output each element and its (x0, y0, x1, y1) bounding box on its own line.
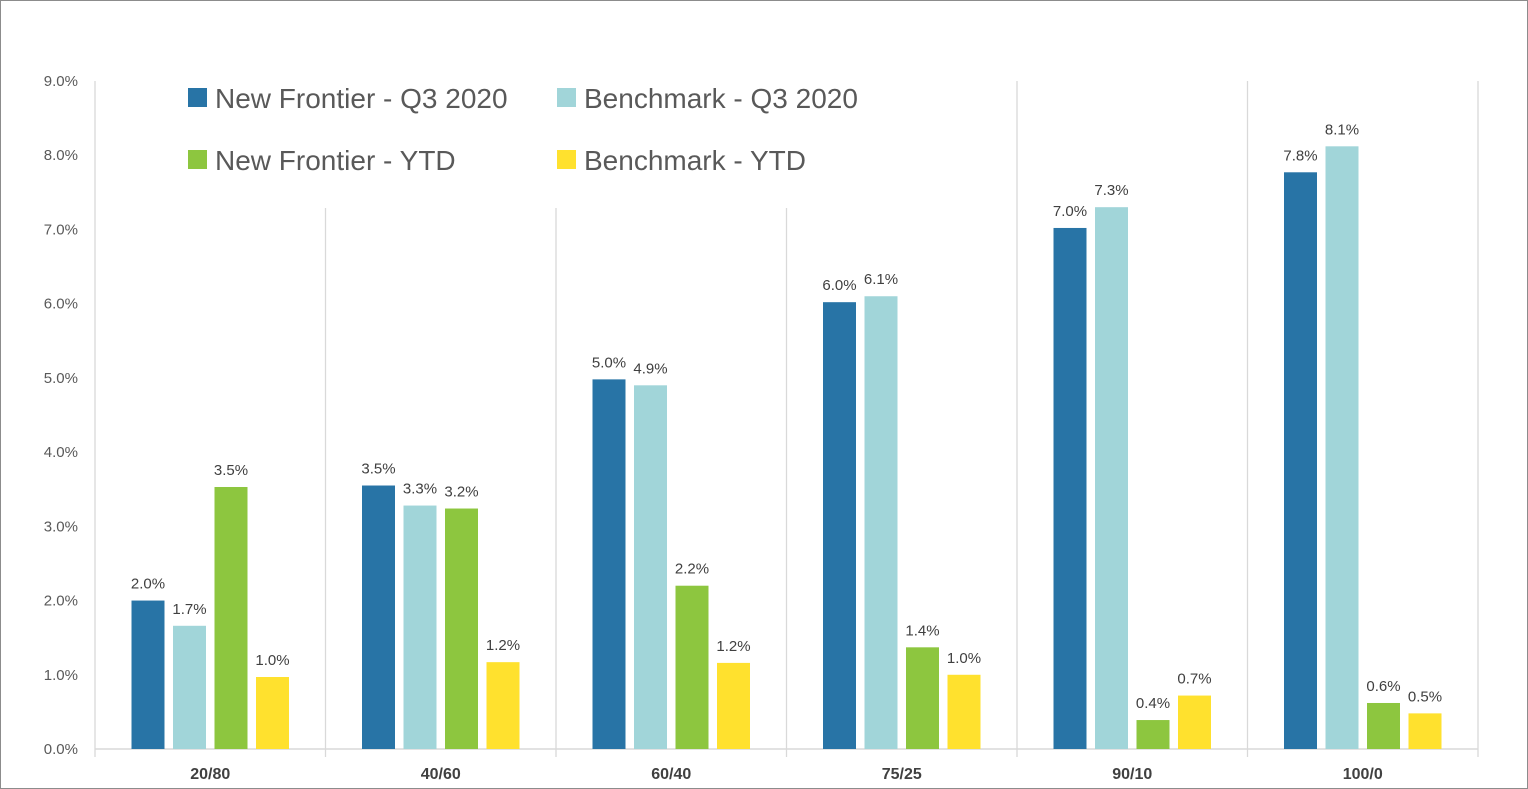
data-label: 2.0% (131, 576, 165, 593)
bar (675, 585, 709, 749)
x-tick-label: 75/25 (882, 766, 922, 783)
bar (1284, 172, 1317, 749)
bar (1136, 720, 1170, 749)
category-separators (94, 81, 1479, 757)
bar (403, 505, 437, 749)
bar (173, 625, 206, 749)
legend-label: New Frontier - YTD (215, 145, 456, 176)
data-label: 8.1% (1325, 121, 1359, 138)
bar (1053, 227, 1087, 749)
data-label: 0.6% (1366, 678, 1400, 695)
data-label: 7.0% (1053, 203, 1087, 220)
x-tick-label: 100/0 (1343, 766, 1383, 783)
y-tick-label: 4.0% (44, 444, 78, 461)
data-label: 0.5% (1408, 688, 1442, 705)
data-label: 6.0% (822, 277, 856, 294)
bar (445, 508, 478, 749)
x-tick-label: 40/60 (421, 766, 461, 783)
legend-swatch (557, 88, 576, 107)
y-tick-label: 5.0% (44, 370, 78, 387)
y-tick-label: 7.0% (44, 221, 78, 238)
data-label: 3.5% (361, 461, 395, 478)
bar (906, 647, 939, 749)
legend-swatch (188, 150, 207, 169)
x-tick-label: 20/80 (190, 766, 230, 783)
y-tick-label: 8.0% (44, 147, 78, 164)
bar (864, 296, 898, 749)
y-tick-label: 0.0% (44, 741, 78, 758)
legend-swatch (557, 150, 576, 169)
data-label: 1.0% (255, 652, 289, 669)
data-label: 2.2% (675, 561, 709, 578)
bar (256, 677, 289, 749)
data-label: 6.1% (864, 271, 898, 288)
data-label: 3.5% (214, 462, 248, 479)
bar (214, 486, 248, 749)
bar (1367, 702, 1400, 749)
bar (823, 302, 856, 749)
bar (1095, 207, 1128, 749)
bar (1325, 146, 1359, 749)
data-label: 3.2% (444, 484, 478, 501)
data-label: 1.0% (947, 650, 981, 667)
x-axis: 20/80 40/60 60/40 75/25 90/10 100/0 (95, 748, 1478, 783)
data-label: 7.3% (1094, 182, 1128, 199)
bar (131, 600, 165, 749)
legend: New Frontier - Q3 2020 Benchmark - Q3 202… (188, 83, 858, 176)
x-tick-label: 60/40 (651, 766, 691, 783)
data-label: 1.7% (172, 601, 206, 618)
data-label: 7.8% (1283, 147, 1317, 164)
data-label: 1.2% (486, 637, 520, 654)
bar (634, 385, 667, 749)
bar (362, 485, 395, 749)
bar (1408, 713, 1442, 749)
data-label: 0.7% (1177, 671, 1211, 688)
data-label: 1.4% (905, 622, 939, 639)
legend-label: Benchmark - YTD (584, 145, 806, 176)
data-label: 5.0% (592, 354, 626, 371)
bar (592, 379, 626, 749)
bars (131, 146, 1442, 749)
data-label: 4.9% (633, 360, 667, 377)
x-tick-label: 90/10 (1112, 766, 1152, 783)
legend-label: New Frontier - Q3 2020 (215, 83, 508, 114)
data-labels: 2.0% 1.7% 3.5% 1.0% 3.5% 3.3% 3.2% 1.2% 5.0% 4.9%… (131, 121, 1442, 712)
bar (947, 674, 981, 749)
y-tick-label: 2.0% (44, 593, 78, 610)
data-label: 3.3% (403, 481, 437, 498)
data-label: 0.4% (1136, 695, 1170, 712)
y-tick-label: 1.0% (44, 667, 78, 684)
bar (1178, 695, 1211, 749)
legend-label: Benchmark - Q3 2020 (584, 83, 858, 114)
bar (717, 662, 750, 749)
legend-swatch (188, 88, 207, 107)
bar (486, 662, 520, 749)
data-label: 1.2% (716, 638, 750, 655)
y-axis: 0.0% 1.0% 2.0% 3.0% 4.0% 5.0% 6.0% 7.0% 8.0% 9.0% (44, 73, 78, 758)
y-tick-label: 9.0% (44, 73, 78, 90)
y-tick-label: 6.0% (44, 296, 78, 313)
y-tick-label: 3.0% (44, 518, 78, 535)
